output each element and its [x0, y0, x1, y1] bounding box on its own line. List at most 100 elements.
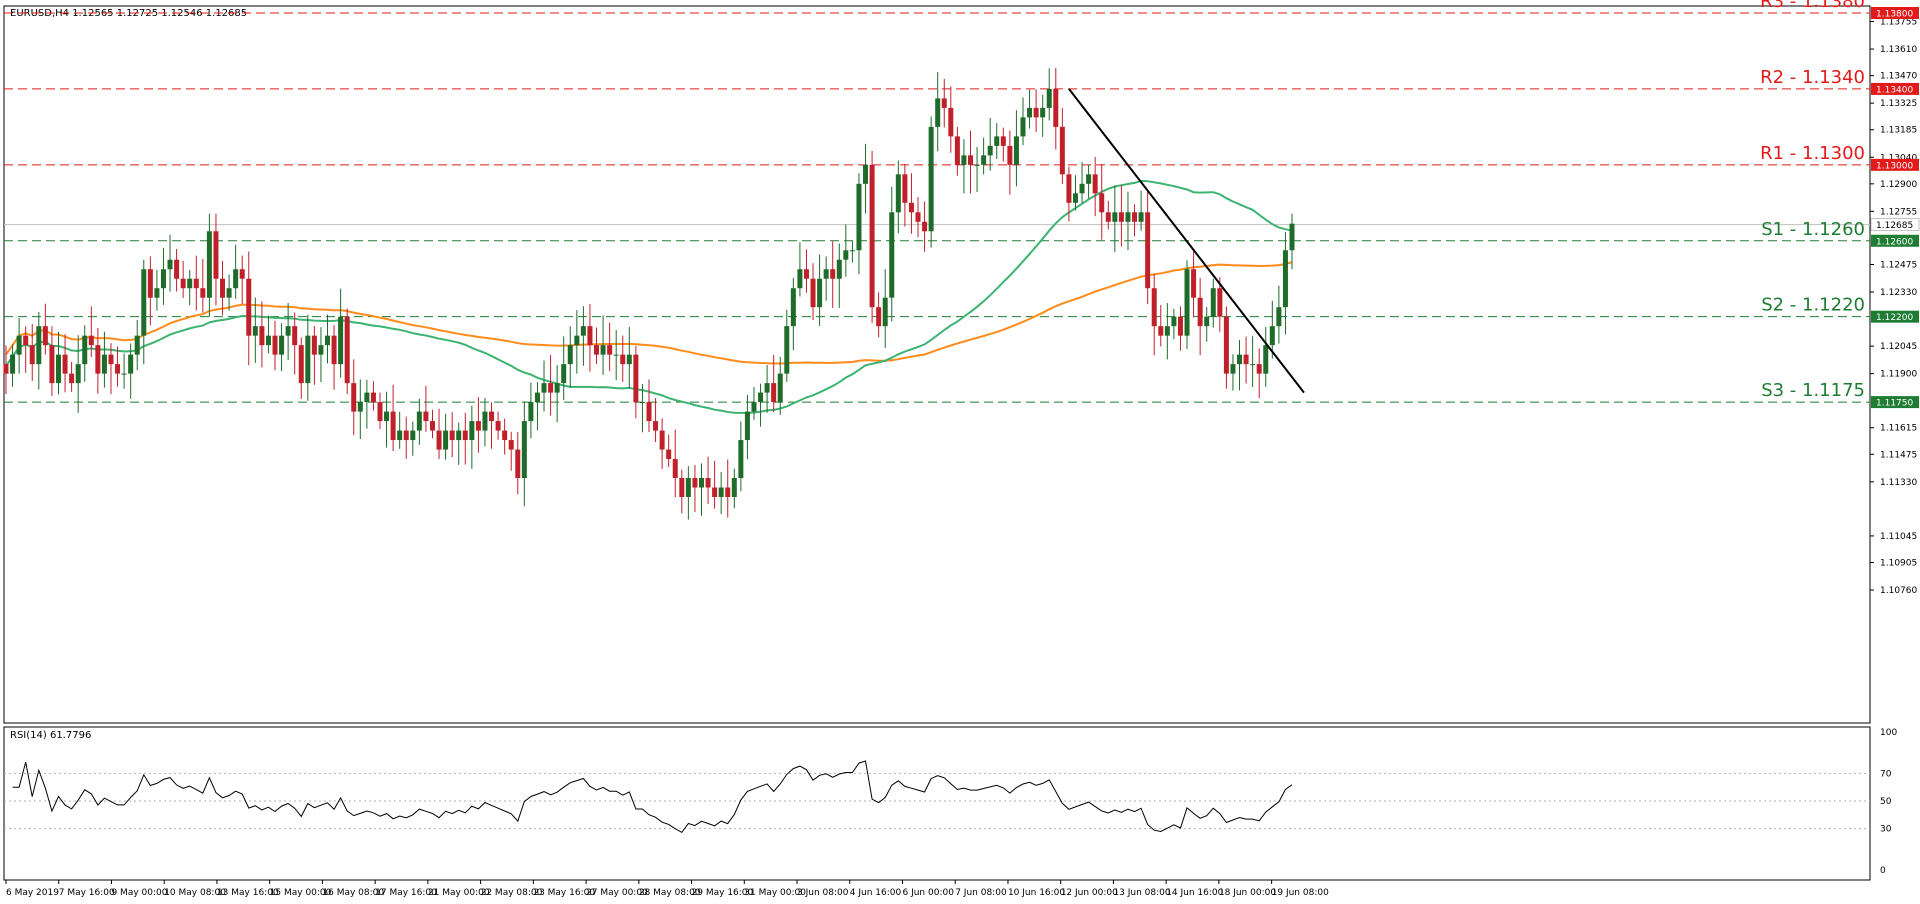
candle	[948, 107, 954, 137]
level-price-tag	[1871, 7, 1919, 19]
candle	[567, 345, 573, 365]
candle	[160, 269, 166, 289]
candle	[416, 411, 422, 431]
level-price-tag	[1871, 234, 1919, 247]
price-tick-label: 1.12330	[1880, 288, 1917, 298]
price-tick-label: 1.13040	[1880, 153, 1917, 163]
candle	[849, 250, 855, 252]
candle	[646, 402, 652, 422]
time-tick-label: 6 Jun 00:00	[902, 888, 954, 898]
time-tick-label: 13 Jun 08:00	[1113, 888, 1170, 898]
candle	[154, 288, 160, 298]
level-price-tag	[1871, 396, 1919, 409]
candle	[475, 421, 481, 431]
price-tick-label: 1.12045	[1880, 342, 1917, 352]
candle	[101, 354, 107, 374]
candle	[626, 354, 632, 365]
candle	[16, 335, 22, 355]
candle	[128, 354, 134, 374]
candle	[88, 335, 94, 346]
candle	[515, 449, 521, 479]
price-tick-label: 1.12900	[1880, 180, 1917, 190]
time-tick-label: 15 May 00:00	[270, 888, 332, 898]
candle	[167, 259, 173, 270]
candle	[1000, 136, 1006, 146]
level-label: R1 - 1.1300	[1760, 143, 1865, 164]
candle	[935, 98, 941, 127]
candle	[994, 136, 1000, 146]
price-tick-label: 1.11330	[1880, 478, 1917, 488]
candle	[1132, 212, 1138, 222]
candle	[1040, 107, 1046, 118]
candle	[692, 478, 698, 488]
candle	[1276, 307, 1282, 327]
candle	[528, 402, 534, 422]
time-tick-label: 19 Jun 08:00	[1272, 888, 1329, 898]
candle	[941, 98, 947, 108]
candle	[751, 402, 757, 412]
candle	[233, 269, 239, 289]
candle	[915, 212, 921, 222]
candle	[443, 430, 449, 450]
candle	[1158, 326, 1164, 336]
level-labels: R3 - 1.1380 R2 - 1.1340 R1 - 1.1300 S1 - 1.…	[1760, 0, 1865, 401]
candle	[508, 440, 514, 450]
candle	[672, 459, 678, 479]
candle	[42, 326, 48, 346]
candle	[580, 326, 586, 336]
candle	[95, 345, 101, 374]
price-tick-label: 1.11615	[1880, 424, 1917, 434]
candle	[744, 411, 750, 441]
time-tick-label: 21 May 00:00	[428, 888, 490, 898]
candle	[344, 316, 350, 384]
candle	[69, 373, 75, 384]
rsi-panel[interactable]	[3, 726, 1871, 881]
candle	[259, 326, 265, 346]
candle	[200, 288, 206, 298]
level-price-tag	[1871, 82, 1919, 95]
candle	[141, 269, 147, 336]
candle	[62, 354, 68, 374]
candle	[1164, 326, 1170, 336]
candle	[423, 411, 429, 422]
candle	[679, 478, 685, 497]
candle	[311, 335, 317, 355]
candle	[318, 345, 324, 355]
candle	[1079, 183, 1085, 194]
candle	[534, 392, 540, 403]
candle	[384, 411, 390, 422]
candle	[1217, 288, 1223, 317]
candle	[830, 269, 836, 279]
candle	[1033, 107, 1039, 118]
candle	[856, 183, 862, 251]
candle	[908, 202, 914, 213]
candle	[784, 326, 790, 374]
price-tick-label: 1.13185	[1880, 126, 1917, 136]
candle	[863, 164, 869, 184]
candle	[1177, 316, 1183, 336]
candle	[869, 164, 875, 308]
candle	[449, 430, 455, 441]
candle	[803, 269, 809, 279]
candle	[1086, 174, 1092, 184]
candle	[147, 269, 153, 298]
candle	[797, 269, 803, 289]
candle	[1282, 250, 1288, 308]
candle	[338, 316, 344, 365]
candle	[594, 345, 600, 355]
candle	[843, 250, 849, 260]
candle	[974, 164, 980, 166]
candle	[502, 430, 508, 441]
candle	[462, 430, 468, 441]
candle	[653, 421, 659, 431]
price-tick-label: 1.12755	[1880, 207, 1917, 217]
candle	[600, 345, 606, 355]
time-tick-label: 23 May 16:00	[533, 888, 595, 898]
level-lines	[4, 12, 1870, 403]
ma-orange	[5, 261, 1293, 365]
candle	[115, 364, 121, 374]
candle	[187, 278, 193, 289]
candle	[731, 478, 737, 497]
rsi-tick-label: 100	[1880, 728, 1897, 738]
